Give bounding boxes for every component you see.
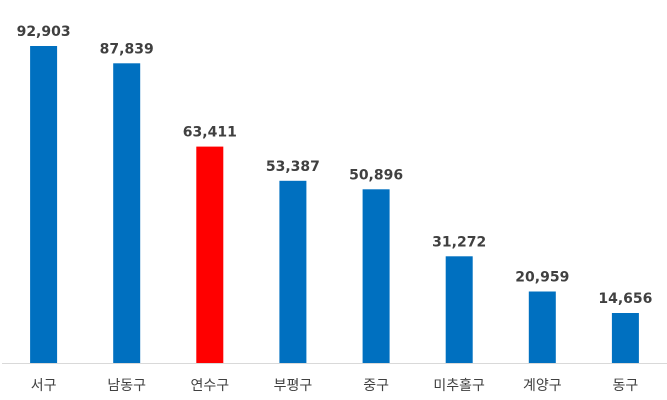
category-label-7: 계양구 (523, 378, 562, 394)
category-label-3: 연수구 (190, 378, 229, 394)
category-label-2: 남동구 (107, 378, 146, 394)
category-label-1: 서구 (31, 378, 57, 394)
category-label-5: 중구 (363, 378, 389, 394)
bar-1 (30, 46, 58, 363)
value-label-4: 53,387 (266, 159, 320, 175)
bar-6 (445, 256, 473, 363)
bar-2 (113, 63, 141, 364)
bar-3 (196, 146, 224, 363)
value-labels-group: 92,903 87,839 63,411 53,387 50,896 31,272 20,9… (17, 24, 653, 307)
bar-8 (611, 313, 639, 363)
category-label-8: 동구 (613, 378, 639, 394)
value-label-6: 31,272 (432, 234, 486, 250)
value-label-7: 20,959 (515, 270, 569, 286)
value-label-3: 63,411 (183, 125, 237, 141)
category-labels-group: 서구 남동구 연수구 부평구 중구 미추홀구 계양구 동구 (31, 378, 639, 394)
value-label-8: 14,656 (598, 291, 652, 307)
bar-4 (279, 180, 307, 363)
bars-group (30, 46, 639, 364)
category-label-4: 부평구 (274, 378, 313, 394)
bar-5 (362, 189, 390, 363)
value-label-2: 87,839 (100, 41, 154, 57)
category-label-6: 미추홀구 (433, 378, 485, 394)
value-label-1: 92,903 (17, 24, 71, 40)
bar-7 (528, 291, 556, 363)
value-label-5: 50,896 (349, 167, 403, 183)
